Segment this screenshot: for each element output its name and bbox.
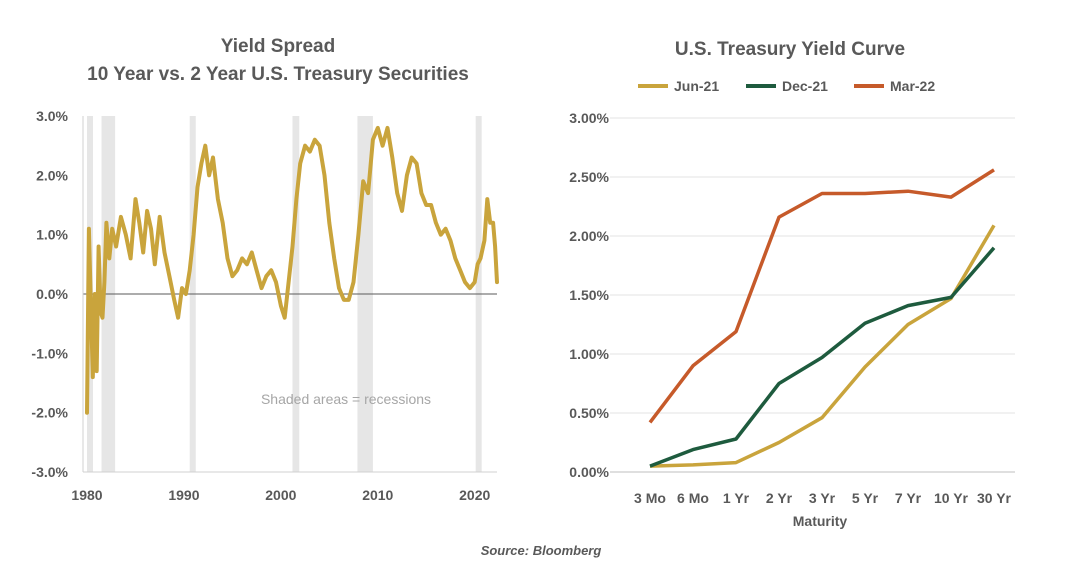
- left-y-tick: 3.0%: [36, 108, 68, 124]
- left-y-tick: 1.0%: [36, 227, 68, 243]
- right-x-tick: 7 Yr: [895, 490, 922, 506]
- yield-spread-title: Yield Spread: [221, 36, 335, 57]
- right-x-tick: 30 Yr: [977, 490, 1012, 506]
- left-x-tick: 1980: [71, 487, 102, 503]
- left-x-tick: 2010: [362, 487, 393, 503]
- right-x-tick: 10 Yr: [934, 490, 969, 506]
- yield-curve-gridlines: [610, 117, 1015, 473]
- right-y-tick: 2.00%: [569, 228, 609, 244]
- right-x-tick: 2 Yr: [766, 490, 793, 506]
- yield-spread-chart: Yield Spread 10 Year vs. 2 Year U.S. Tre…: [31, 36, 499, 503]
- left-y-tick: -3.0%: [31, 464, 68, 480]
- source-note: Source: Bloomberg: [481, 543, 602, 558]
- yield-curve-series: [648, 168, 996, 468]
- right-y-tick: 1.00%: [569, 346, 609, 362]
- left-x-tick: 2000: [265, 487, 296, 503]
- yield-spread-line: [85, 125, 499, 415]
- legend-label-jun-21: Jun-21: [674, 78, 719, 94]
- right-x-tick: 5 Yr: [852, 490, 879, 506]
- right-x-tick-labels: 3 Mo 6 Mo 1 Yr 2 Yr 3 Yr 5 Yr 7 Yr 10 Yr 30 Yr: [634, 490, 1011, 506]
- right-x-tick: 3 Mo: [634, 490, 666, 506]
- yield-curve-legend: Jun-21 Dec-21 Mar-22: [638, 78, 935, 94]
- left-y-tick: 2.0%: [36, 167, 68, 183]
- series-line-jun-21: [649, 224, 996, 468]
- right-x-tick: 3 Yr: [809, 490, 836, 506]
- left-y-tick: 0.0%: [36, 286, 68, 302]
- yield-curve-title: U.S. Treasury Yield Curve: [675, 39, 905, 60]
- right-x-tick: 6 Mo: [677, 490, 709, 506]
- right-y-tick: 0.50%: [569, 405, 609, 421]
- maturity-axis-label: Maturity: [793, 513, 848, 529]
- left-y-tick-labels: 3.0% 2.0% 1.0% 0.0% -1.0% -2.0% -3.0%: [31, 108, 68, 480]
- legend-label-dec-21: Dec-21: [782, 78, 828, 94]
- right-y-tick-labels: 3.00% 2.50% 2.00% 1.50% 1.00% 0.50% 0.00%: [569, 110, 609, 480]
- right-x-tick: 1 Yr: [723, 490, 750, 506]
- series-line-dec-21: [649, 246, 996, 468]
- right-y-tick: 2.50%: [569, 169, 609, 185]
- left-x-tick-labels: 1980 1990 2000 2010 2020: [71, 487, 490, 503]
- left-x-tick: 2020: [459, 487, 490, 503]
- yield-curve-chart: U.S. Treasury Yield Curve Jun-21 Dec-21 Ma…: [569, 39, 1015, 529]
- right-y-tick: 0.00%: [569, 464, 609, 480]
- series-line-mar-22: [648, 168, 995, 424]
- recession-annotation: Shaded areas = recessions: [261, 391, 431, 407]
- yield-spread-subtitle: 10 Year vs. 2 Year U.S. Treasury Securit…: [87, 64, 469, 85]
- left-y-tick: -1.0%: [31, 345, 68, 361]
- legend-label-mar-22: Mar-22: [890, 78, 935, 94]
- left-x-tick: 1990: [168, 487, 199, 503]
- right-y-tick: 1.50%: [569, 287, 609, 303]
- right-y-tick: 3.00%: [569, 110, 609, 126]
- left-y-tick: -2.0%: [31, 405, 68, 421]
